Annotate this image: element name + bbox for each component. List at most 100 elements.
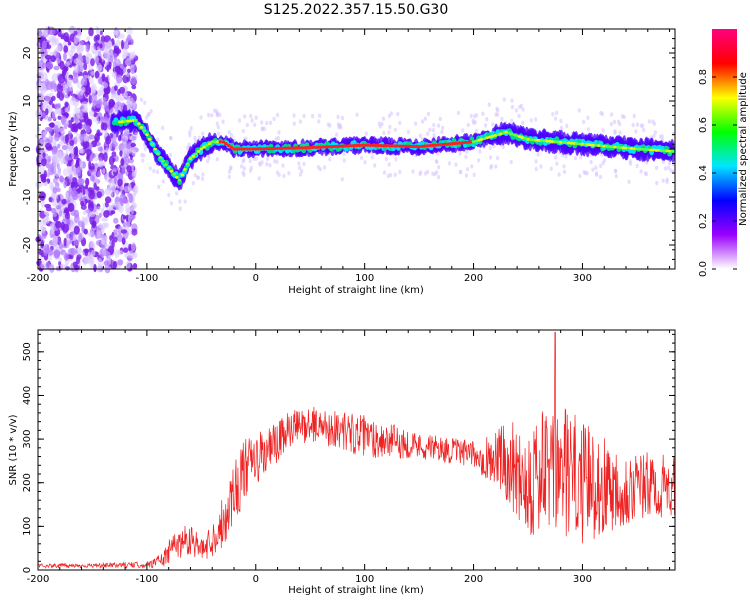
noise-speck (104, 243, 110, 249)
noise-speck (39, 49, 44, 54)
ridge-core (635, 147, 639, 151)
x-tick-label: -100 (136, 273, 159, 284)
noise-speck (434, 159, 438, 164)
noise-speck (111, 141, 118, 148)
ridge-core (425, 144, 430, 148)
noise-speck (82, 133, 89, 142)
noise-speck (491, 122, 495, 127)
noise-speck (215, 113, 219, 118)
noise-speck (260, 120, 264, 125)
ridge-core (177, 178, 182, 182)
noise-speck (39, 138, 45, 145)
noise-speck (56, 83, 64, 94)
noise-speck (589, 159, 593, 165)
ridge-core (539, 139, 544, 143)
noise-speck (56, 45, 61, 52)
noise-speck (470, 164, 474, 169)
ridge-core (392, 144, 397, 148)
noise-speck (250, 118, 254, 123)
noise-speck (58, 140, 64, 146)
noise-speck (559, 125, 564, 131)
snr-ticks: -200 -100 0 100 200 300 0 100 200 300 400 500 (22, 330, 675, 585)
noise-speck (94, 189, 98, 196)
noise-speck (90, 83, 97, 94)
snr-series-line (37, 331, 676, 570)
ridge-core (433, 143, 438, 147)
ridge-core (531, 138, 536, 142)
colorbar-tick-label: 0.2 (698, 213, 709, 229)
noise-speck (123, 247, 129, 253)
noise-speck (96, 191, 103, 199)
noise-speck (398, 120, 402, 126)
noise-speck (496, 108, 500, 113)
noise-speck (95, 115, 100, 125)
noise-speck (90, 44, 96, 54)
ridge-core (640, 147, 645, 151)
noise-speck (130, 142, 136, 148)
noise-speck (53, 86, 58, 92)
noise-speck (183, 199, 187, 204)
noise-speck (377, 121, 381, 126)
noise-speck (389, 111, 393, 116)
noise-speck (627, 179, 631, 184)
noise-speck (426, 111, 430, 117)
ridge-core (553, 140, 557, 144)
x-tick-label: 200 (464, 273, 483, 284)
noise-speck (500, 116, 504, 122)
ridge-core (373, 143, 378, 147)
noise-speck (573, 155, 578, 161)
ridge-core (371, 143, 375, 147)
noise-speck (46, 44, 52, 50)
noise-speck (63, 122, 68, 130)
noise-speck (340, 177, 344, 182)
ridge-core (343, 144, 348, 148)
noise-speck (84, 141, 90, 149)
ridge-core (292, 146, 296, 150)
noise-speck (126, 165, 132, 173)
noise-speck (57, 143, 61, 149)
noise-speck (114, 48, 122, 55)
noise-speck (41, 177, 47, 183)
noise-speck (201, 172, 205, 177)
noise-speck (555, 110, 559, 116)
noise-speck (73, 225, 80, 235)
ridge-core (610, 145, 615, 149)
noise-speck (72, 261, 78, 268)
noise-speck (582, 170, 586, 175)
noise-speck (99, 30, 103, 36)
noise-speck (113, 168, 117, 173)
ridge-core (300, 146, 304, 150)
ridge-core (572, 142, 577, 145)
ridge-core (278, 146, 283, 150)
noise-speck (57, 201, 64, 211)
noise-speck (189, 126, 193, 131)
noise-speck (64, 101, 69, 108)
noise-speck (79, 133, 85, 142)
ridge-core (136, 122, 141, 126)
noise-speck (117, 234, 123, 243)
noise-speck (210, 113, 214, 118)
noise-speck (559, 118, 563, 124)
noise-speck (39, 82, 46, 93)
noise-speck (241, 128, 245, 134)
noise-speck (72, 113, 76, 119)
ridge-core (210, 140, 214, 144)
noise-speck (117, 259, 124, 266)
noise-speck (323, 165, 327, 170)
noise-speck (104, 196, 112, 204)
x-tick-label: -100 (136, 574, 159, 585)
noise-speck (59, 175, 64, 183)
noise-speck (44, 54, 52, 60)
noise-speck (418, 133, 422, 138)
noise-speck (382, 170, 387, 175)
snr-panel: -200 -100 0 100 200 300 0 100 200 300 400 500 Heigh… (8, 329, 676, 596)
noise-speck (58, 107, 62, 117)
noise-speck (95, 226, 100, 232)
noise-speck (551, 112, 555, 117)
noise-speck (73, 35, 79, 45)
noise-speck (114, 155, 119, 162)
noise-speck (114, 65, 121, 73)
noise-speck (69, 174, 73, 184)
noise-speck (108, 155, 115, 166)
noise-speck (218, 112, 222, 118)
